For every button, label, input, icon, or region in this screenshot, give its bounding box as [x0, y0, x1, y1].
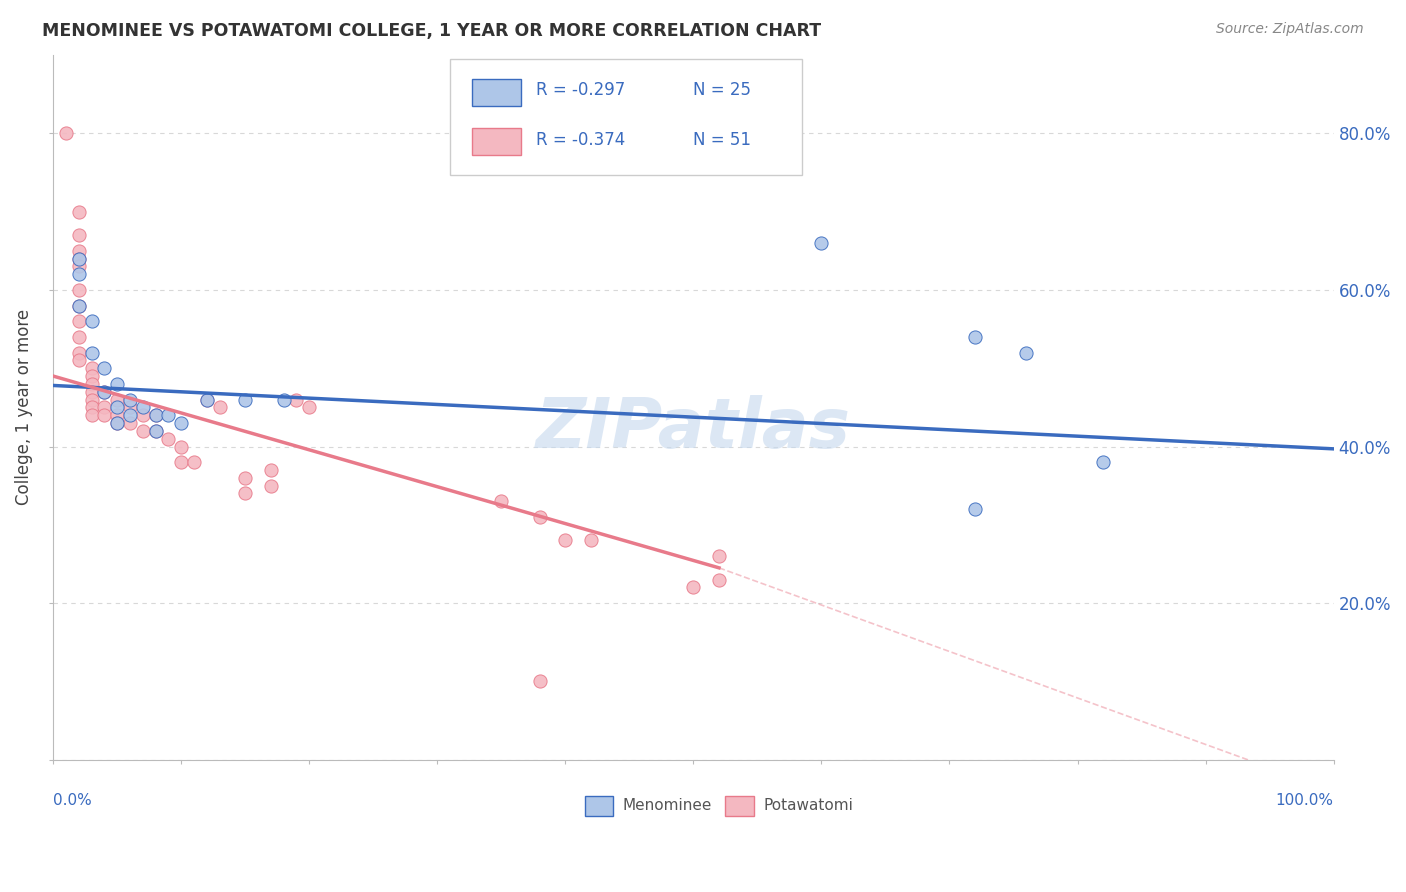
Point	[67, 252, 90, 266]
Point	[118, 392, 141, 407]
Point	[105, 416, 128, 430]
Point	[67, 299, 90, 313]
Point	[67, 283, 90, 297]
Point	[529, 510, 551, 524]
Point	[233, 486, 256, 500]
Point	[67, 299, 90, 313]
Point	[132, 408, 155, 422]
Point	[105, 392, 128, 407]
Point	[80, 376, 103, 391]
Point	[80, 369, 103, 384]
Text: Menominee: Menominee	[623, 798, 713, 813]
FancyBboxPatch shape	[585, 797, 613, 816]
Point	[93, 384, 115, 399]
Point	[67, 314, 90, 328]
Point	[118, 416, 141, 430]
Point	[170, 416, 193, 430]
Point	[93, 401, 115, 415]
Point	[195, 392, 218, 407]
Point	[682, 581, 704, 595]
FancyBboxPatch shape	[725, 797, 754, 816]
Point	[233, 471, 256, 485]
Point	[285, 392, 308, 407]
Point	[67, 353, 90, 368]
Text: 100.0%: 100.0%	[1275, 793, 1334, 808]
Point	[80, 345, 103, 359]
Point	[105, 376, 128, 391]
Point	[93, 408, 115, 422]
FancyBboxPatch shape	[472, 79, 520, 106]
Point	[145, 408, 167, 422]
Point	[118, 408, 141, 422]
Point	[273, 392, 295, 407]
Text: ZIPatlas: ZIPatlas	[536, 395, 851, 462]
Point	[132, 424, 155, 438]
Point	[55, 127, 77, 141]
Text: 0.0%: 0.0%	[53, 793, 91, 808]
Point	[67, 330, 90, 344]
Point	[1015, 345, 1038, 359]
Point	[1092, 455, 1115, 469]
Point	[67, 244, 90, 258]
Point	[145, 408, 167, 422]
Point	[195, 392, 218, 407]
Point	[80, 361, 103, 376]
Text: R = -0.374: R = -0.374	[536, 130, 626, 149]
Point	[105, 408, 128, 422]
Point	[132, 401, 155, 415]
Point	[707, 573, 730, 587]
Point	[105, 401, 128, 415]
Point	[965, 502, 987, 516]
Text: R = -0.297: R = -0.297	[536, 81, 626, 99]
Point	[554, 533, 576, 548]
Point	[80, 384, 103, 399]
Point	[80, 408, 103, 422]
Point	[170, 440, 193, 454]
Point	[118, 401, 141, 415]
Point	[67, 345, 90, 359]
Point	[233, 392, 256, 407]
Point	[298, 401, 321, 415]
FancyBboxPatch shape	[472, 128, 520, 155]
Point	[145, 424, 167, 438]
Point	[529, 674, 551, 689]
Point	[93, 384, 115, 399]
Point	[93, 361, 115, 376]
Point	[260, 478, 283, 492]
Point	[707, 549, 730, 563]
Point	[157, 432, 180, 446]
Point	[80, 392, 103, 407]
Text: Source: ZipAtlas.com: Source: ZipAtlas.com	[1216, 22, 1364, 37]
Point	[491, 494, 513, 508]
Point	[965, 330, 987, 344]
Point	[170, 455, 193, 469]
Text: MENOMINEE VS POTAWATOMI COLLEGE, 1 YEAR OR MORE CORRELATION CHART: MENOMINEE VS POTAWATOMI COLLEGE, 1 YEAR …	[42, 22, 821, 40]
FancyBboxPatch shape	[450, 59, 803, 175]
Point	[80, 314, 103, 328]
Y-axis label: College, 1 year or more: College, 1 year or more	[15, 310, 32, 506]
Point	[105, 416, 128, 430]
Point	[183, 455, 205, 469]
Point	[67, 268, 90, 282]
Point	[67, 204, 90, 219]
Point	[810, 235, 832, 250]
Point	[67, 228, 90, 243]
Point	[80, 401, 103, 415]
Text: N = 51: N = 51	[693, 130, 751, 149]
Text: Potawatomi: Potawatomi	[763, 798, 853, 813]
Point	[67, 260, 90, 274]
Point	[145, 424, 167, 438]
Point	[579, 533, 602, 548]
Point	[67, 252, 90, 266]
Point	[260, 463, 283, 477]
Point	[208, 401, 231, 415]
Text: N = 25: N = 25	[693, 81, 751, 99]
Point	[157, 408, 180, 422]
